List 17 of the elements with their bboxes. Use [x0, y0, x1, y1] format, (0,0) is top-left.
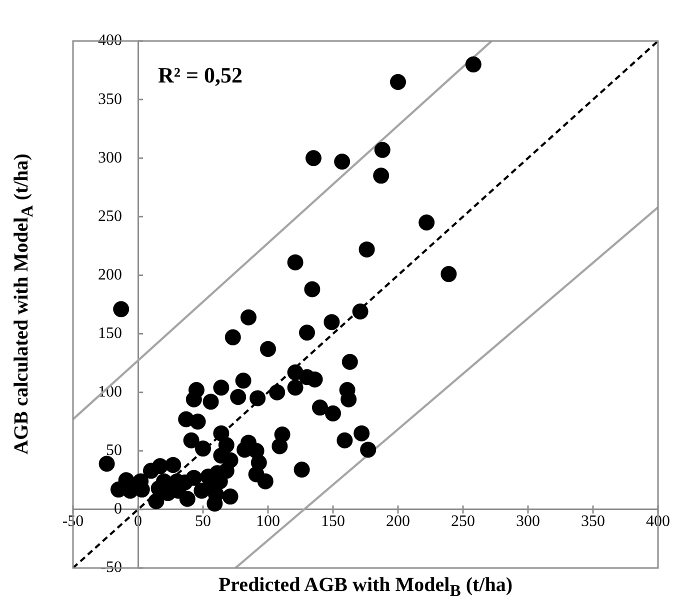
x-tick-label: 400	[646, 513, 670, 530]
x-axis-title: Predicted AGB with Model$_{B}$ (t/ha)	[218, 574, 513, 600]
x-tick-label: 150	[321, 513, 345, 530]
x-tick-label: 300	[516, 513, 540, 530]
y-tick-label: 350	[98, 90, 138, 108]
x-tick-label: 250	[451, 513, 475, 530]
annotation: R² = 0,52	[158, 62, 243, 88]
x-tick-label: 200	[386, 513, 410, 530]
y-tick-label: 250	[98, 208, 138, 225]
y-tick-label: 300	[98, 149, 138, 166]
y-tick-label: 50	[106, 442, 138, 460]
y-tick-label: 150	[98, 324, 138, 342]
x-tick-label: 50	[195, 513, 211, 530]
x-tick-label: 350	[581, 513, 605, 530]
y-tick-label: 200	[98, 266, 138, 284]
y-tick-label: 0	[114, 500, 122, 518]
x-tick-label: 100	[256, 513, 280, 530]
